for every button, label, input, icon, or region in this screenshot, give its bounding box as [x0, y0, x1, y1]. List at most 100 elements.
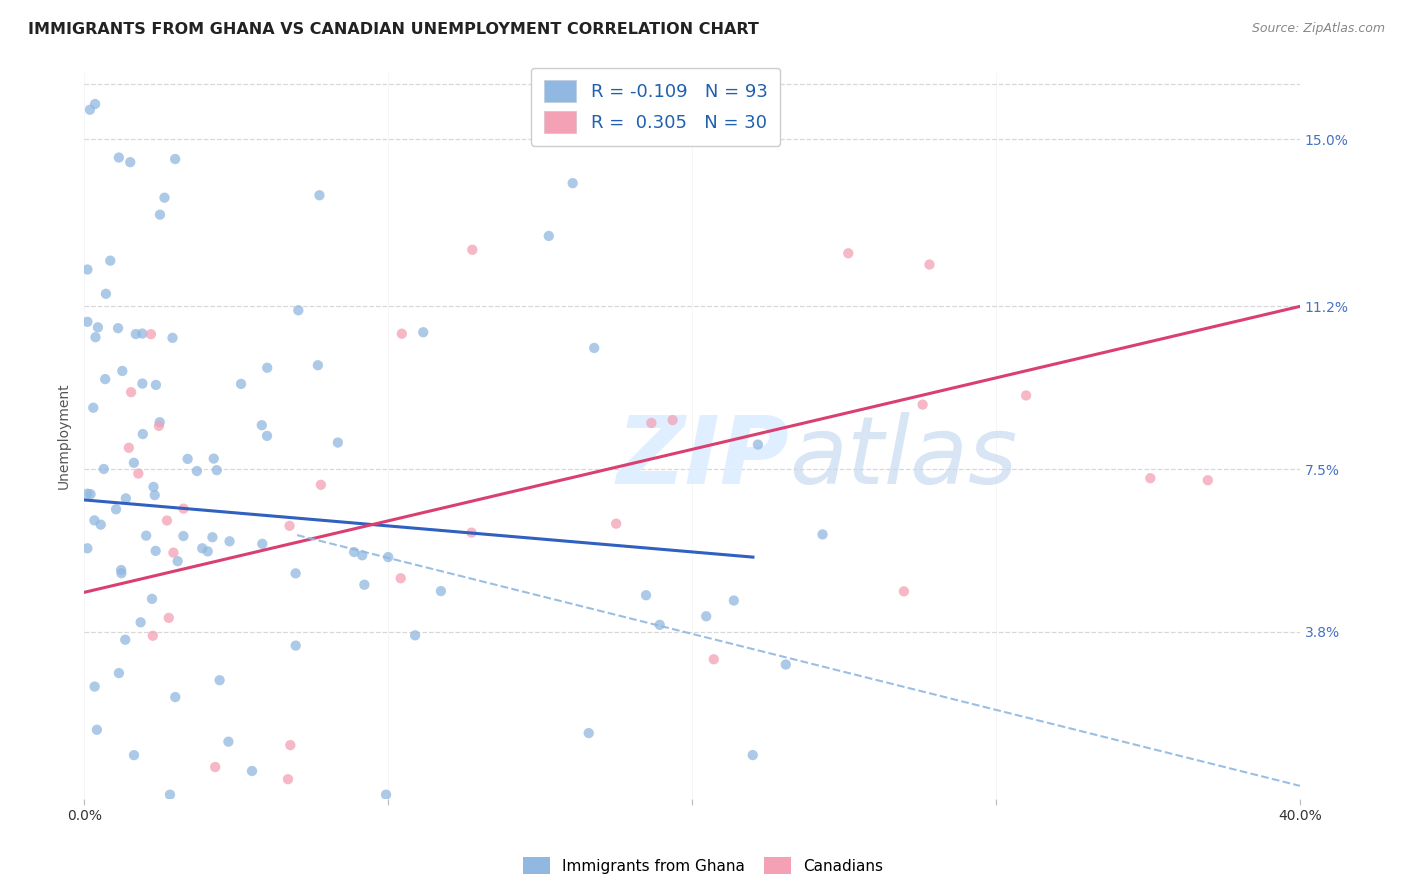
- Point: [353, 578, 375, 592]
- Point: [918, 258, 941, 272]
- Point: [352, 549, 374, 563]
- Point: [561, 176, 583, 190]
- Point: [605, 516, 627, 531]
- Legend: R = -0.109   N = 93, R =  0.305   N = 30: R = -0.109 N = 93, R = 0.305 N = 30: [531, 68, 780, 146]
- Point: [84, 330, 107, 344]
- Point: [115, 491, 138, 506]
- Point: [165, 152, 187, 166]
- Point: [377, 550, 399, 565]
- Point: [277, 772, 299, 787]
- Point: [201, 530, 224, 544]
- Point: [250, 418, 273, 433]
- Point: [108, 151, 131, 165]
- Text: Source: ZipAtlas.com: Source: ZipAtlas.com: [1251, 22, 1385, 36]
- Point: [149, 415, 172, 429]
- Point: [389, 571, 412, 585]
- Point: [208, 673, 231, 688]
- Point: [640, 416, 662, 430]
- Point: [139, 327, 162, 342]
- Point: [145, 544, 167, 558]
- Point: [110, 566, 132, 581]
- Point: [157, 611, 180, 625]
- Point: [703, 652, 725, 666]
- Point: [162, 546, 184, 560]
- Point: [634, 588, 657, 602]
- Point: [217, 734, 239, 748]
- Point: [278, 518, 301, 533]
- Point: [741, 747, 763, 762]
- Text: ZIP: ZIP: [617, 412, 789, 504]
- Point: [98, 253, 121, 268]
- Point: [82, 401, 104, 415]
- Point: [93, 462, 115, 476]
- Point: [120, 385, 142, 400]
- Point: [108, 666, 131, 681]
- Point: [76, 262, 98, 277]
- Point: [142, 480, 165, 494]
- Point: [256, 429, 278, 443]
- Point: [343, 545, 366, 559]
- Point: [76, 486, 98, 500]
- Point: [122, 456, 145, 470]
- Point: [537, 229, 560, 244]
- Point: [1139, 471, 1161, 485]
- Point: [218, 534, 240, 549]
- Point: [141, 591, 163, 606]
- Point: [186, 464, 208, 478]
- Point: [156, 514, 179, 528]
- Point: [284, 566, 307, 581]
- Point: [132, 427, 155, 442]
- Point: [460, 525, 482, 540]
- Point: [284, 639, 307, 653]
- Point: [111, 364, 134, 378]
- Point: [911, 398, 934, 412]
- Point: [83, 680, 105, 694]
- Point: [173, 501, 195, 516]
- Point: [129, 615, 152, 630]
- Point: [166, 554, 188, 568]
- Point: [648, 617, 671, 632]
- Point: [162, 331, 184, 345]
- Point: [723, 593, 745, 607]
- Point: [326, 435, 349, 450]
- Point: [747, 437, 769, 451]
- Point: [775, 657, 797, 672]
- Legend: Immigrants from Ghana, Canadians: Immigrants from Ghana, Canadians: [516, 851, 890, 880]
- Point: [122, 748, 145, 763]
- Point: [165, 690, 187, 704]
- Point: [118, 441, 141, 455]
- Point: [127, 467, 149, 481]
- Point: [149, 208, 172, 222]
- Point: [1015, 388, 1038, 402]
- Point: [461, 243, 484, 257]
- Point: [125, 326, 148, 341]
- Point: [76, 541, 98, 556]
- Point: [135, 529, 157, 543]
- Point: [148, 418, 170, 433]
- Point: [412, 325, 434, 339]
- Point: [837, 246, 859, 260]
- Point: [87, 320, 110, 334]
- Point: [252, 537, 274, 551]
- Point: [240, 764, 263, 778]
- Point: [205, 463, 228, 477]
- Y-axis label: Unemployment: Unemployment: [58, 383, 72, 490]
- Point: [145, 378, 167, 392]
- Point: [256, 360, 278, 375]
- Point: [404, 628, 426, 642]
- Point: [202, 451, 225, 466]
- Text: IMMIGRANTS FROM GHANA VS CANADIAN UNEMPLOYMENT CORRELATION CHART: IMMIGRANTS FROM GHANA VS CANADIAN UNEMPL…: [28, 22, 759, 37]
- Point: [159, 788, 181, 802]
- Point: [107, 321, 129, 335]
- Point: [583, 341, 606, 355]
- Point: [114, 632, 136, 647]
- Point: [172, 529, 194, 543]
- Point: [1197, 473, 1219, 487]
- Point: [197, 544, 219, 558]
- Point: [131, 376, 153, 391]
- Point: [287, 303, 309, 318]
- Point: [278, 738, 301, 752]
- Point: [578, 726, 600, 740]
- Point: [143, 488, 166, 502]
- Point: [94, 286, 117, 301]
